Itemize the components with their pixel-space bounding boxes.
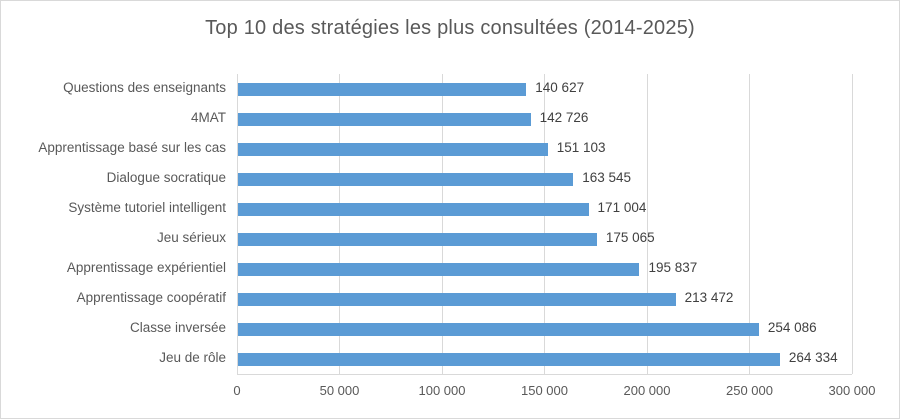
gridline bbox=[236, 74, 238, 374]
category-label: Classe inversée bbox=[129, 320, 226, 335]
category-label: Questions des enseignants bbox=[63, 80, 226, 95]
value-label: 175 065 bbox=[605, 230, 655, 245]
category-label: 4MAT bbox=[190, 110, 226, 125]
x-axis-tick-label: 0 bbox=[233, 383, 241, 398]
x-axis-tick-label: 150 000 bbox=[521, 383, 568, 398]
bar bbox=[238, 142, 548, 156]
gridline bbox=[544, 74, 545, 374]
value-label: 213 472 bbox=[684, 290, 734, 305]
x-axis-tick-label: 300 000 bbox=[828, 383, 876, 398]
value-label: 195 837 bbox=[648, 260, 698, 275]
gridline bbox=[749, 74, 750, 374]
x-axis-line bbox=[237, 374, 852, 375]
value-label: 142 726 bbox=[539, 110, 589, 125]
bar bbox=[238, 172, 574, 186]
category-label: Apprentissage coopératif bbox=[76, 290, 226, 305]
value-label: 151 103 bbox=[556, 140, 606, 155]
value-label: 264 334 bbox=[788, 350, 838, 365]
category-label: Système tutoriel intelligent bbox=[68, 200, 226, 215]
bar bbox=[238, 202, 589, 216]
bar bbox=[238, 82, 527, 96]
value-label: 254 086 bbox=[767, 320, 817, 335]
bar bbox=[238, 262, 640, 276]
category-label: Jeu de rôle bbox=[159, 350, 226, 365]
value-label: 140 627 bbox=[535, 80, 585, 95]
category-label: Jeu sérieux bbox=[156, 230, 226, 245]
gridline bbox=[441, 74, 443, 374]
gridline bbox=[851, 74, 853, 374]
bar bbox=[238, 322, 759, 336]
category-label: Apprentissage basé sur les cas bbox=[38, 140, 226, 155]
x-axis-tick-label: 250 000 bbox=[726, 383, 773, 398]
chart-title: Top 10 des stratégies les plus consultée… bbox=[205, 17, 695, 39]
x-axis-tick-label: 200 000 bbox=[623, 383, 671, 398]
category-label: Apprentissage expérientiel bbox=[66, 260, 226, 275]
gridline bbox=[339, 74, 340, 374]
value-label: 163 545 bbox=[582, 170, 632, 185]
category-label: Dialogue socratique bbox=[106, 170, 226, 185]
bar bbox=[238, 292, 676, 306]
bar bbox=[238, 232, 597, 246]
bar bbox=[238, 112, 531, 126]
x-axis-tick-label: 50 000 bbox=[319, 383, 360, 398]
bar bbox=[238, 352, 780, 366]
value-label: 171 004 bbox=[597, 200, 647, 215]
gridline bbox=[646, 74, 648, 374]
x-axis-tick-label: 100 000 bbox=[418, 383, 466, 398]
